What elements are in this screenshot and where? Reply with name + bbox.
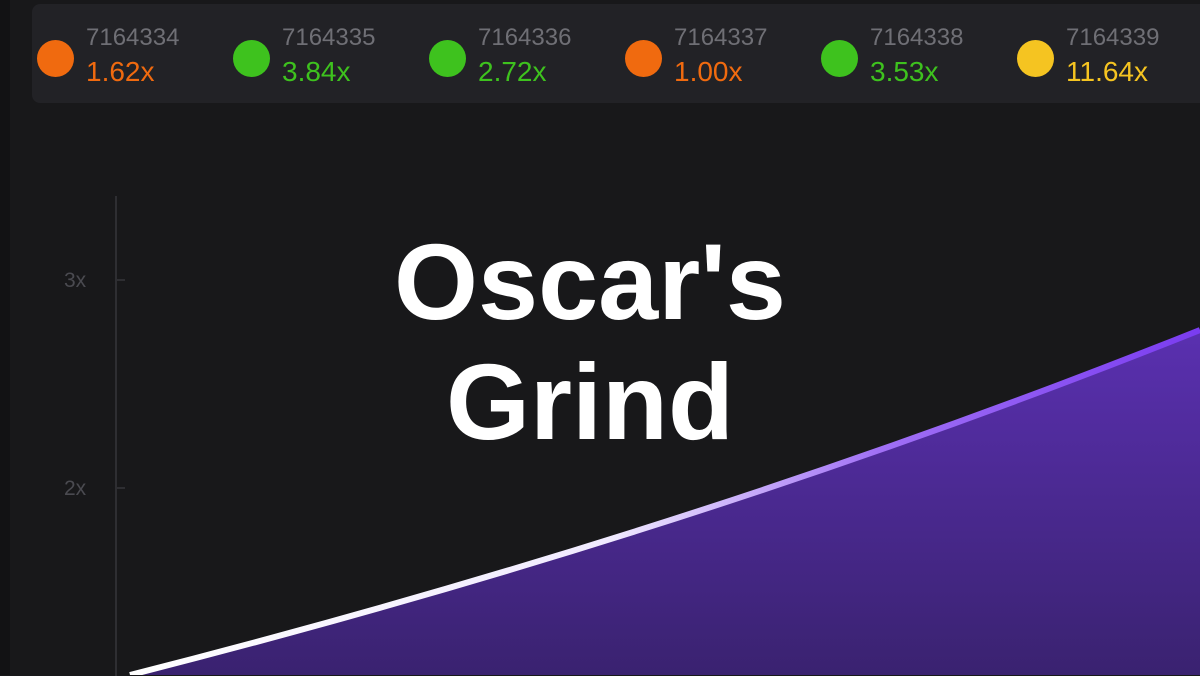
y-axis (115, 196, 117, 676)
status-dot-icon (233, 40, 270, 77)
title-line-1: Oscar's (394, 221, 786, 342)
y-tick (115, 487, 125, 489)
round-multiplier: 1.62x (86, 56, 155, 87)
round-id: 7164334 (86, 24, 180, 51)
overlay-title: Oscar's Grind (0, 222, 1180, 462)
curve-area (130, 330, 1200, 675)
left-edge (0, 0, 10, 675)
round-history-bar: 7164334 1.62x 7164335 3.84x 7164336 2.72… (32, 4, 1200, 103)
status-dot-icon (1017, 40, 1054, 77)
round-multiplier: 3.84x (282, 56, 351, 87)
status-dot-icon (429, 40, 466, 77)
round-id: 7164336 (478, 24, 572, 51)
title-line-2: Grind (446, 341, 734, 462)
round-multiplier: 1.00x (674, 56, 743, 87)
round-multiplier: 2.72x (478, 56, 547, 87)
status-dot-icon (821, 40, 858, 77)
status-dot-icon (625, 40, 662, 77)
round-id: 7164338 (870, 24, 964, 51)
round-id: 7164337 (674, 24, 768, 51)
y-tick (115, 279, 125, 281)
round-id: 7164339 (1066, 24, 1160, 51)
round-id: 7164335 (282, 24, 376, 51)
y-tick-label: 3x (64, 269, 87, 292)
curve-line (129, 327, 1200, 675)
round-multiplier: 11.64x (1066, 56, 1148, 87)
status-dot-icon (37, 40, 74, 77)
round-multiplier: 3.53x (870, 56, 939, 87)
y-tick-label: 2x (64, 477, 87, 500)
